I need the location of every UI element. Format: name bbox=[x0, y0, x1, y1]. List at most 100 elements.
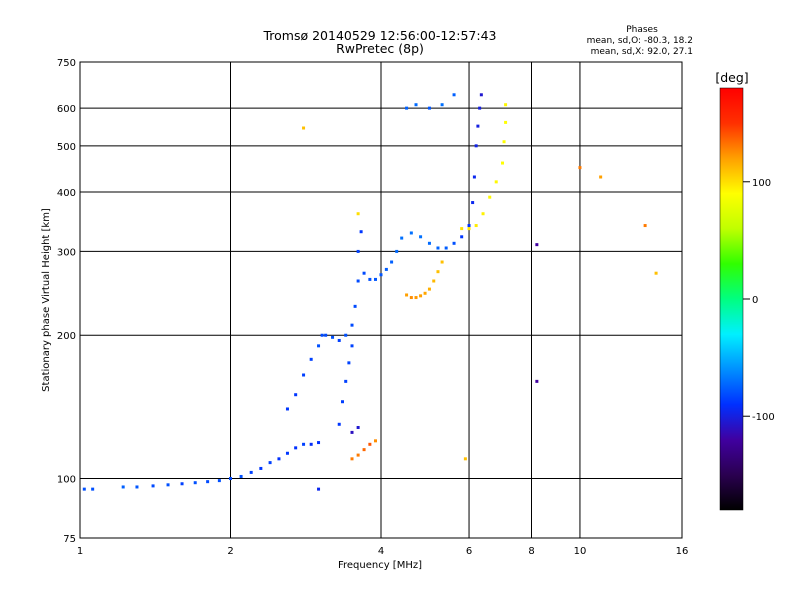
echo-point bbox=[239, 474, 243, 478]
echo-point bbox=[379, 273, 383, 277]
echo-point bbox=[419, 294, 423, 298]
echo-point bbox=[440, 103, 444, 107]
echo-point bbox=[331, 335, 335, 339]
echo-point bbox=[356, 425, 360, 429]
colorbar-tick-label: 0 bbox=[752, 295, 758, 306]
echo-point bbox=[340, 400, 344, 404]
echo-point bbox=[472, 175, 476, 179]
echo-point bbox=[405, 293, 409, 297]
echo-point bbox=[362, 448, 366, 452]
echo-point bbox=[309, 357, 313, 361]
echo-point bbox=[206, 480, 210, 484]
echo-point bbox=[504, 103, 508, 107]
echo-point bbox=[217, 479, 221, 483]
echo-point bbox=[423, 291, 427, 295]
echo-point bbox=[444, 246, 448, 250]
echo-point bbox=[82, 487, 86, 491]
echo-point bbox=[374, 439, 378, 443]
echo-point bbox=[494, 180, 498, 184]
echo-point bbox=[471, 201, 475, 205]
echo-point bbox=[356, 212, 360, 216]
echo-point bbox=[452, 241, 456, 245]
x-tick-label: 6 bbox=[466, 546, 472, 557]
echo-point bbox=[479, 93, 483, 97]
y-tick-label: 300 bbox=[57, 247, 76, 258]
echo-point bbox=[427, 241, 431, 245]
echo-point bbox=[400, 236, 404, 240]
echo-point bbox=[374, 277, 378, 281]
echo-point bbox=[268, 461, 272, 465]
data-points bbox=[82, 93, 658, 491]
echo-point bbox=[432, 279, 436, 283]
stats-heading: Phases bbox=[626, 25, 658, 35]
echo-point bbox=[427, 287, 431, 291]
echo-point bbox=[463, 457, 467, 461]
axis-ticks: 1 2 4 6 8 10 16 75 100 200 300 400 500 600 750 bbox=[57, 58, 688, 557]
echo-point bbox=[535, 379, 539, 383]
echo-point bbox=[350, 323, 354, 327]
echo-point bbox=[467, 227, 471, 231]
echo-point bbox=[317, 487, 321, 491]
echo-point bbox=[353, 304, 357, 308]
echo-point bbox=[535, 243, 539, 247]
echo-point bbox=[502, 140, 506, 144]
colorbar-label: [deg] bbox=[715, 70, 748, 85]
x-tick-label: 16 bbox=[676, 546, 689, 557]
echo-point bbox=[578, 166, 582, 170]
echo-point bbox=[436, 270, 440, 274]
echo-point bbox=[643, 224, 647, 228]
echo-point bbox=[337, 338, 341, 342]
echo-point bbox=[344, 333, 348, 337]
y-tick-label: 75 bbox=[63, 534, 76, 545]
echo-point bbox=[427, 106, 431, 110]
echo-point bbox=[362, 271, 366, 275]
echo-point bbox=[390, 260, 394, 264]
echo-point bbox=[294, 393, 298, 397]
x-tick-label: 2 bbox=[227, 546, 233, 557]
y-tick-label: 500 bbox=[57, 142, 76, 153]
echo-point bbox=[460, 235, 464, 239]
echo-point bbox=[320, 333, 324, 337]
echo-point bbox=[91, 487, 95, 491]
echo-point bbox=[409, 231, 413, 235]
colorbar bbox=[719, 87, 744, 511]
echo-point bbox=[277, 457, 281, 461]
echo-point bbox=[347, 361, 351, 365]
echo-point bbox=[166, 483, 170, 487]
echo-point bbox=[285, 407, 289, 411]
echo-point bbox=[414, 103, 418, 107]
echo-point bbox=[474, 144, 478, 148]
x-axis-label: Frequency [MHz] bbox=[338, 560, 422, 571]
echo-point bbox=[488, 195, 492, 199]
echo-point bbox=[356, 279, 360, 283]
colorbar-tick-label: 100 bbox=[752, 178, 771, 189]
echo-point bbox=[368, 442, 372, 446]
echo-point bbox=[193, 481, 197, 485]
echo-point bbox=[436, 246, 440, 250]
x-tick-label: 1 bbox=[77, 546, 83, 557]
echo-point bbox=[285, 451, 289, 455]
echo-point bbox=[324, 333, 328, 337]
y-axis-label: Stationary phase Virtual Height [km] bbox=[41, 208, 52, 392]
grid bbox=[80, 62, 682, 538]
echo-point bbox=[350, 457, 354, 461]
plot-frame bbox=[79, 61, 683, 539]
stats-x-mode: mean, sd,X: 92.0, 27.1 bbox=[591, 47, 693, 57]
y-tick-label: 200 bbox=[57, 331, 76, 342]
echo-point bbox=[356, 249, 360, 253]
echo-point bbox=[249, 470, 253, 474]
echo-point bbox=[599, 175, 603, 179]
echo-point bbox=[337, 422, 341, 426]
chart-subtitle: RwPretec (8p) bbox=[336, 41, 424, 56]
x-tick-label: 4 bbox=[378, 546, 384, 557]
echo-point bbox=[460, 227, 464, 231]
echo-point bbox=[467, 224, 471, 228]
echo-point bbox=[384, 267, 388, 271]
x-tick-label: 8 bbox=[528, 546, 534, 557]
echo-point bbox=[302, 442, 306, 446]
echo-point bbox=[302, 373, 306, 377]
echo-point bbox=[259, 466, 263, 470]
echo-point bbox=[405, 106, 409, 110]
echo-point bbox=[409, 296, 413, 300]
